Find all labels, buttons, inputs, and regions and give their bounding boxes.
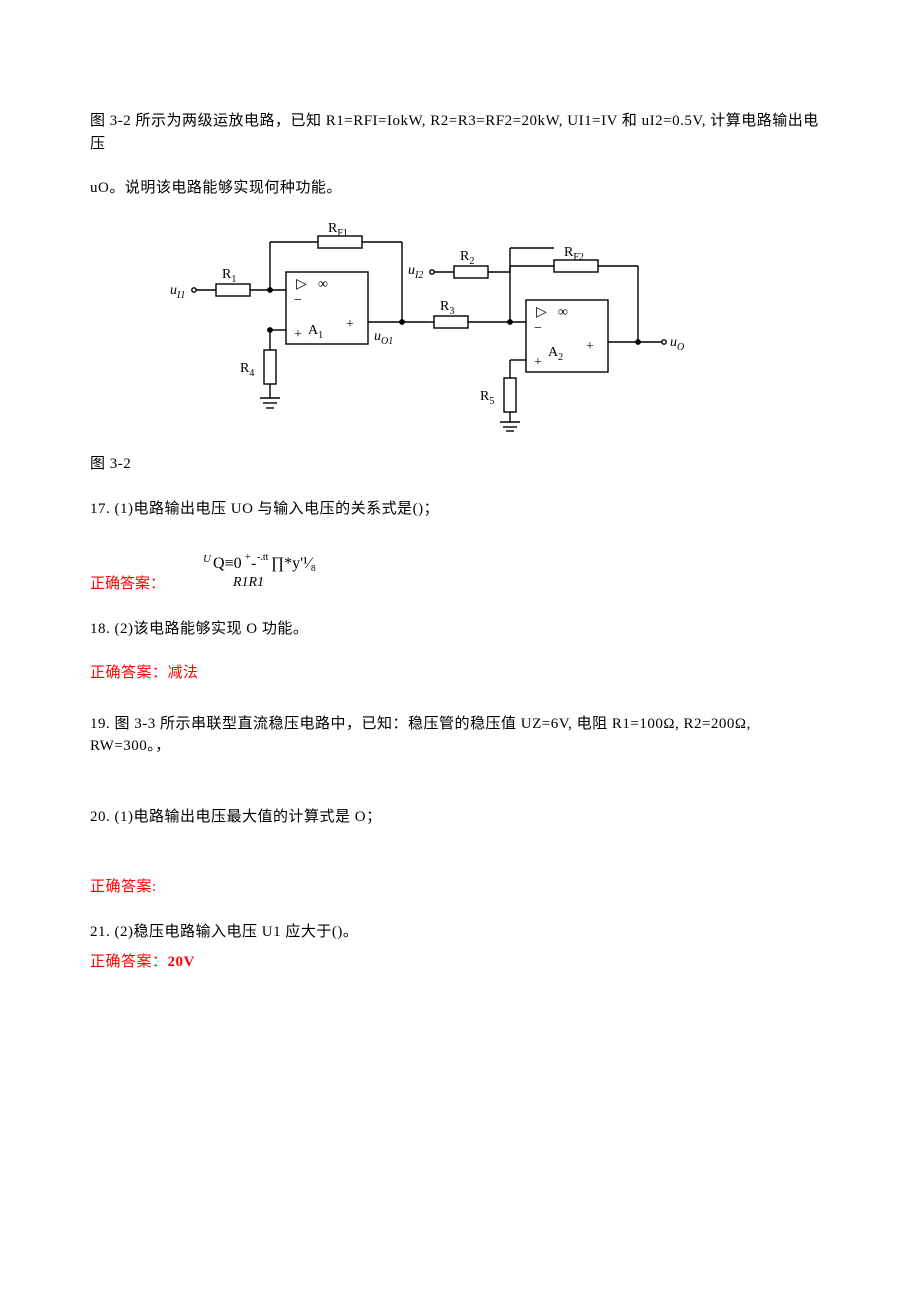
amp1-plus-out: + <box>346 317 354 332</box>
amp2-plus-in: + <box>534 355 542 370</box>
q17-text: 17. (1)电路输出电压 UO 与输入电压的关系式是()； <box>90 498 830 521</box>
label-A2: A2 <box>548 345 563 363</box>
label-A1: A1 <box>308 323 323 341</box>
q17-formula: U Q≡0 + - -.tt ∏*y'¹⁄₈ R1R1 <box>187 548 357 598</box>
svg-text:-.tt: -.tt <box>257 552 269 563</box>
intro-line2: uO。说明该电路能够实现何种功能。 <box>90 177 830 200</box>
amp2-inf: ∞ <box>558 305 568 320</box>
intro-line1: 图 3-2 所示为两级运放电路，已知 R1=RFI=IokW, R2=R3=RF… <box>90 110 830 155</box>
svg-text:Q≡0: Q≡0 <box>213 555 242 572</box>
q18-text: 18. (2)该电路能够实现 O 功能。 <box>90 618 830 641</box>
q17-answer-label: 正确答案： <box>90 573 165 596</box>
q18-answer-label: 正确答案： <box>90 665 168 681</box>
q21-text: 21. (2)稳压电路输入电压 U1 应大于()。 <box>90 921 830 944</box>
q19-text: 19. 图 3-3 所示串联型直流稳压电路中，已知：稳压管的稳压值 UZ=6V,… <box>90 713 830 758</box>
amp2-tri: ▷ <box>536 305 547 320</box>
amp2-plus-out: + <box>586 339 594 354</box>
label-R4: R4 <box>240 361 254 379</box>
amp1-plus-in: + <box>294 327 302 342</box>
label-uO: uO <box>670 335 684 353</box>
q20-answer-label: 正确答案: <box>90 879 157 895</box>
q20-answer: 正确答案: <box>90 876 830 899</box>
q20-text: 20. (1)电路输出电压最大值的计算式是 O； <box>90 806 830 829</box>
circuit-diagram: uI1 R1 RF1 ▷ ∞ − + A1 + uO1 R4 <box>170 222 830 440</box>
amp2-minus: − <box>534 321 542 336</box>
circuit-svg: uI1 R1 RF1 ▷ ∞ − + A1 + uO1 R4 <box>170 222 690 432</box>
label-R2: R2 <box>460 249 474 267</box>
q18-answer-value: 减法 <box>168 665 199 681</box>
label-uO1: uO1 <box>374 329 393 347</box>
q21-answer-label: 正确答案： <box>90 954 168 970</box>
q21-answer-value: 20V <box>168 954 195 970</box>
label-R1: R1 <box>222 267 236 285</box>
label-R5: R5 <box>480 389 494 407</box>
diagram-caption: 图 3-2 <box>90 453 830 476</box>
label-uI2: uI2 <box>408 263 423 281</box>
label-uI1: uI1 <box>170 283 185 301</box>
amp1-minus: − <box>294 293 302 308</box>
q21-answer: 正确答案：20V <box>90 951 830 974</box>
amp1-tri: ▷ <box>296 277 307 292</box>
label-R3: R3 <box>440 299 454 317</box>
q18-answer: 正确答案：减法 <box>90 662 830 685</box>
svg-text:U: U <box>203 553 212 565</box>
svg-text:R1R1: R1R1 <box>232 575 264 590</box>
svg-text:∏*y'¹⁄₈: ∏*y'¹⁄₈ <box>271 555 316 572</box>
q17-answer-row: 正确答案： U Q≡0 + - -.tt ∏*y'¹⁄₈ R1R1 <box>90 548 830 596</box>
svg-text:-: - <box>251 555 256 572</box>
amp1-inf: ∞ <box>318 277 328 292</box>
